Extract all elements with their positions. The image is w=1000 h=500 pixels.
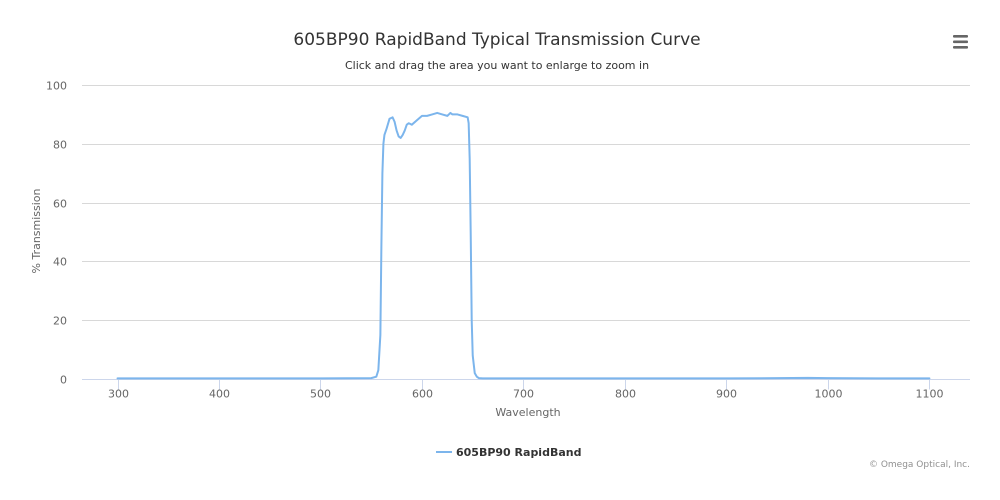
y-tick-label: 60 (53, 198, 67, 211)
plot-area[interactable] (116, 111, 931, 380)
y-tick-label: 80 (53, 139, 67, 152)
y-tick-label: 100 (46, 80, 67, 93)
x-tick-label: 400 (209, 388, 230, 401)
x-tick-label: 1100 (916, 388, 944, 401)
chart-title: 605BP90 RapidBand Typical Transmission C… (293, 30, 700, 50)
x-tick-label: 500 (310, 388, 331, 401)
x-axis: 300 400 500 600 700 800 900 1000 1100 (82, 379, 970, 401)
legend-item[interactable]: 605BP90 RapidBand (436, 446, 581, 459)
x-axis-title: Wavelength (495, 406, 560, 419)
grid-lines (82, 85, 970, 321)
hamburger-menu-icon (953, 35, 968, 49)
x-tick-label: 600 (412, 388, 433, 401)
x-tick-label: 300 (108, 388, 129, 401)
y-tick-label: 0 (60, 374, 67, 387)
x-tick-label: 800 (615, 388, 636, 401)
x-tick-label: 1000 (815, 388, 843, 401)
y-tick-label: 20 (53, 315, 67, 328)
chart-menu-button[interactable] (948, 30, 972, 52)
y-tick-label: 40 (53, 256, 67, 269)
x-tick-label: 900 (716, 388, 737, 401)
x-tick-label: 700 (513, 388, 534, 401)
y-axis: 0 20 40 60 80 100 (46, 80, 67, 387)
y-axis-title: % Transmission (30, 188, 43, 273)
series-line[interactable] (116, 111, 931, 380)
credits-text[interactable]: © Omega Optical, Inc. (869, 460, 970, 470)
legend-label[interactable]: 605BP90 RapidBand (456, 446, 581, 459)
chart-subtitle: Click and drag the area you want to enla… (345, 59, 649, 72)
